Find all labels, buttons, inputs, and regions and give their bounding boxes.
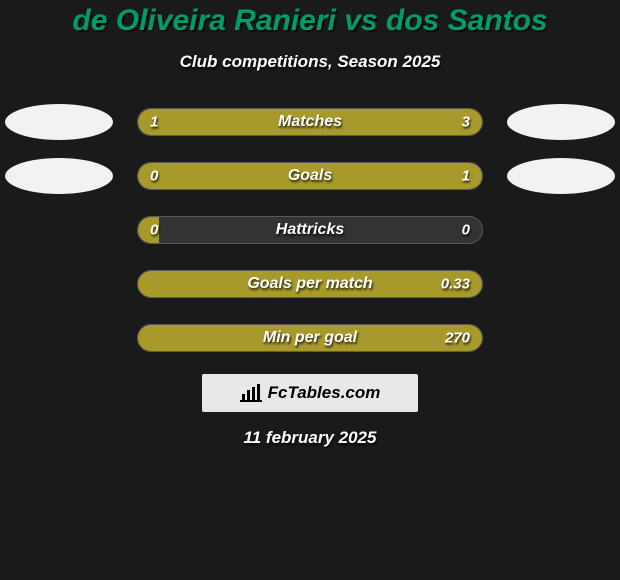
stat-bar: 1 Matches 3 <box>137 108 483 136</box>
stat-label: Matches <box>278 113 342 131</box>
page-title: de Oliveira Ranieri vs dos Santos <box>0 4 620 38</box>
badge-spacer <box>5 212 113 248</box>
date-label: 11 february 2025 <box>0 428 620 448</box>
watermark: FcTables.com <box>202 374 418 412</box>
stat-value-left: 0 <box>150 222 158 239</box>
stat-row: Goals per match 0.33 <box>0 266 620 302</box>
badge-spacer <box>507 212 615 248</box>
stat-bar: Min per goal 270 <box>137 324 483 352</box>
stat-value-right: 3 <box>462 114 470 131</box>
stat-row: Min per goal 270 <box>0 320 620 356</box>
badge-spacer <box>5 266 113 302</box>
bar-chart-icon <box>240 384 262 402</box>
stat-row: 0 Goals 1 <box>0 158 620 194</box>
badge-spacer <box>507 266 615 302</box>
watermark-text: FcTables.com <box>268 383 381 403</box>
player-right-badge <box>507 104 615 140</box>
stat-value-left: 0 <box>150 168 158 185</box>
page-subtitle: Club competitions, Season 2025 <box>0 52 620 72</box>
stat-label: Goals <box>288 167 332 185</box>
stat-label: Hattricks <box>276 221 344 239</box>
badge-spacer <box>507 320 615 356</box>
stat-rows: 1 Matches 3 0 Goals 1 0 Hattricks 0 Goals per mat… <box>0 104 620 356</box>
stat-label: Min per goal <box>263 329 357 347</box>
player-left-badge <box>5 158 113 194</box>
stat-value-right: 270 <box>445 330 470 347</box>
stat-row: 0 Hattricks 0 <box>0 212 620 248</box>
stat-bar: 0 Goals 1 <box>137 162 483 190</box>
bar-fill-right <box>224 109 482 135</box>
badge-spacer <box>5 320 113 356</box>
stat-label: Goals per match <box>247 275 372 293</box>
stat-row: 1 Matches 3 <box>0 104 620 140</box>
stat-value-left: 1 <box>150 114 158 131</box>
stat-value-right: 0 <box>462 222 470 239</box>
comparison-panel: de Oliveira Ranieri vs dos Santos Club c… <box>0 0 620 448</box>
stat-value-right: 1 <box>462 168 470 185</box>
player-right-badge <box>507 158 615 194</box>
stat-bar: Goals per match 0.33 <box>137 270 483 298</box>
stat-bar: 0 Hattricks 0 <box>137 216 483 244</box>
stat-value-right: 0.33 <box>441 276 470 293</box>
player-left-badge <box>5 104 113 140</box>
